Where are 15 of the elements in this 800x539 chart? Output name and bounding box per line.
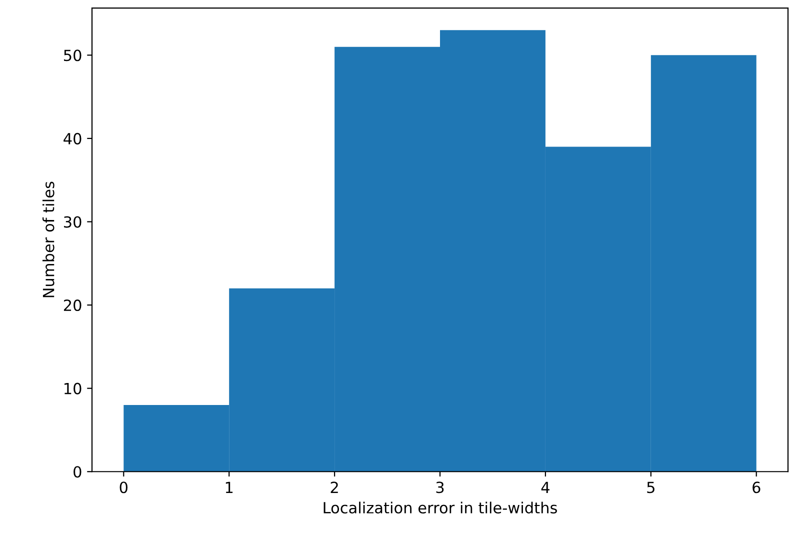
y-tick-label: 20	[64, 300, 82, 312]
y-axis-title: Number of tiles	[42, 182, 54, 298]
y-tick-label: 30	[64, 216, 82, 228]
x-tick-label: 2	[330, 482, 338, 493]
y-tick-label: 50	[64, 50, 82, 62]
y-tick-label: 0	[74, 466, 82, 478]
y-tick-label: 40	[64, 132, 82, 144]
x-tick-label: 0	[120, 482, 128, 494]
x-tick-label: 6	[752, 482, 760, 494]
x-tick-label: 4	[541, 482, 550, 493]
x-tick-label: 3	[436, 482, 444, 494]
x-tick-label: 5	[647, 482, 654, 494]
x-tick-label: 1	[226, 482, 233, 493]
y-tick-label: 10	[64, 382, 82, 394]
x-axis-title: Localization error in tile-widths	[324, 502, 557, 514]
